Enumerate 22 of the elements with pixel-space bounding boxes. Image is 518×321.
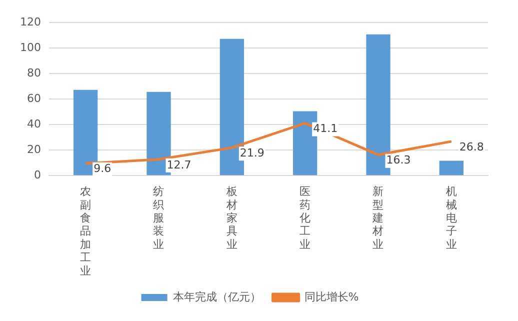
y-tick-label: 120 bbox=[20, 15, 41, 28]
y-tick-label: 20 bbox=[26, 142, 41, 156]
data-label: 9.6 bbox=[94, 162, 112, 176]
x-tick-label: 农副食品加工业 bbox=[80, 185, 92, 278]
x-tick-label: 新型建材业 bbox=[372, 185, 384, 251]
data-label: 26.8 bbox=[459, 140, 484, 154]
y-tick-label: 60 bbox=[26, 92, 41, 105]
y-tick-label: 0 bbox=[34, 168, 41, 182]
x-tick-label: 纺织服装业 bbox=[153, 185, 164, 251]
y-tick-label: 80 bbox=[26, 66, 41, 80]
data-label: 12.7 bbox=[166, 158, 192, 172]
data-label: 21.9 bbox=[240, 146, 264, 160]
legend-label: 本年完成（亿元） bbox=[172, 290, 261, 304]
x-tick-label: 医药化工业 bbox=[300, 185, 311, 251]
x-tick-label: 机械电子业 bbox=[446, 185, 457, 251]
data-label: 16.3 bbox=[386, 154, 411, 167]
legend-label: 同比增长% bbox=[304, 290, 359, 304]
y-tick-label: 40 bbox=[26, 117, 41, 130]
data-label: 41.1 bbox=[313, 122, 338, 136]
x-tick-label: 板材家具业 bbox=[225, 185, 238, 251]
y-tick-label: 100 bbox=[20, 40, 41, 54]
bar bbox=[439, 160, 464, 176]
